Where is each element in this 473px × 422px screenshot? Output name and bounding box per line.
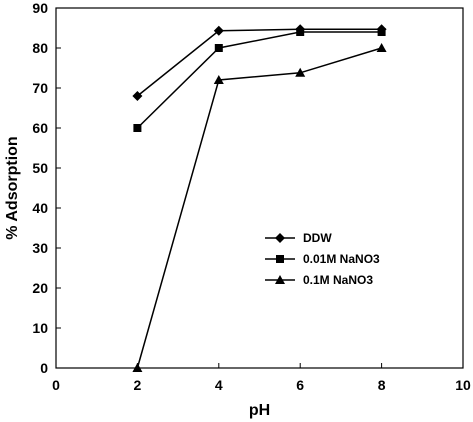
x-tick-label: 2 (134, 377, 142, 393)
legend-marker-square (276, 255, 284, 263)
legend-item: 0.1M NaNO3 (265, 273, 373, 287)
legend-item: DDW (265, 231, 332, 245)
x-tick-label: 10 (455, 377, 471, 393)
data-point-square (296, 28, 305, 36)
y-tick-label: 10 (32, 320, 48, 336)
data-point-triangle (213, 75, 224, 84)
series-1 (133, 28, 386, 132)
legend-label: DDW (303, 231, 332, 245)
x-tick-label: 0 (52, 377, 60, 393)
y-tick-label: 0 (40, 360, 48, 376)
x-tick-label: 8 (378, 377, 386, 393)
y-tick-label: 30 (32, 240, 48, 256)
plot-frame (55, 7, 464, 369)
legend: DDW 0.01M NaNO3 0.1M NaNO3 (265, 231, 380, 287)
series-line (136, 28, 382, 97)
data-point-square (377, 28, 386, 36)
series-line (136, 31, 382, 129)
legend-item: 0.01M NaNO3 (265, 252, 380, 266)
data-point-square (214, 44, 223, 52)
data-point-diamond (132, 91, 143, 101)
legend-label: 0.01M NaNO3 (303, 252, 380, 266)
legend-label: 0.1M NaNO3 (303, 273, 373, 287)
data-point-diamond (213, 25, 224, 36)
y-tick-label: 70 (32, 80, 48, 96)
y-tick-label: 90 (32, 0, 48, 16)
y-tick-label: 20 (32, 280, 48, 296)
series-line (136, 47, 382, 369)
series-0 (132, 24, 387, 101)
data-point-square (133, 124, 142, 132)
series-layer (132, 24, 387, 372)
x-axis-title: pH (249, 402, 270, 419)
legend-marker-triangle (275, 275, 285, 284)
x-tick-label: 4 (215, 377, 223, 393)
y-tick-label: 40 (32, 200, 48, 216)
y-tick-label: 80 (32, 40, 48, 56)
axes: 0 10 20 30 40 50 60 70 80 90 0 2 4 6 8 10 (32, 0, 471, 393)
data-point-triangle (295, 67, 306, 77)
x-tick-label: 6 (296, 377, 304, 393)
y-tick-label: 50 (32, 160, 48, 176)
y-axis-title: % Adsorption (4, 136, 21, 239)
data-point-triangle (132, 363, 143, 372)
series-2 (132, 43, 387, 372)
y-tick-label: 60 (32, 120, 48, 136)
data-point-triangle (376, 43, 387, 52)
legend-marker-diamond (275, 233, 285, 243)
